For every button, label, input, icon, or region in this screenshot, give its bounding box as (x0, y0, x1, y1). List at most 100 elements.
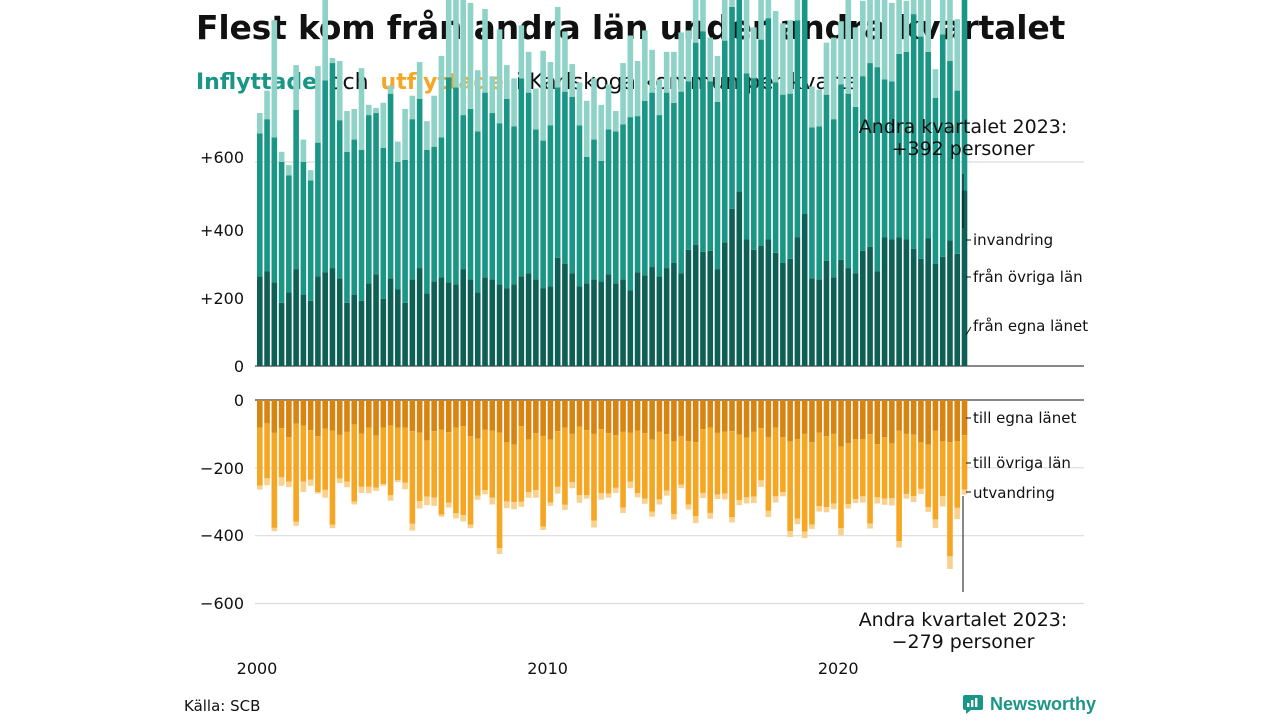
bar-inflow-0-38 (533, 279, 539, 366)
bar-inflow-0-15 (365, 283, 372, 366)
bar-inflow-1-14 (358, 149, 365, 301)
bar-outflow-2-31 (482, 490, 488, 495)
bar-outflow-0-74 (794, 400, 801, 439)
bar-outflow-0-30 (474, 400, 481, 439)
bar-outflow-2-2 (271, 527, 278, 532)
bar-inflow-2-93 (932, 69, 939, 98)
bar-inflow-0-55 (656, 276, 663, 366)
bar-inflow-1-93 (932, 97, 939, 265)
bar-outflow-2-69 (758, 480, 764, 487)
bar-outflow-1-80 (838, 446, 844, 529)
bar-outflow-0-3 (278, 400, 285, 429)
bar-outflow-2-15 (365, 486, 372, 494)
bar-inflow-2-47 (598, 104, 605, 161)
bar-outflow-0-6 (300, 400, 307, 426)
y-tick-top-3: 0 (234, 357, 244, 376)
bar-outflow-1-10 (329, 430, 336, 525)
bar-inflow-0-81 (845, 268, 852, 366)
bar-outflow-0-0 (257, 400, 263, 428)
bar-inflow-2-67 (743, 0, 750, 74)
bar-outflow-1-51 (627, 432, 634, 482)
bar-inflow-0-35 (511, 284, 517, 366)
bar-inflow-0-14 (358, 300, 365, 366)
bar-inflow-1-25 (438, 137, 445, 278)
bar-inflow-0-62 (707, 250, 714, 366)
bar-outflow-1-36 (518, 426, 525, 502)
bar-outflow-0-11 (336, 400, 343, 435)
bar-outflow-1-57 (671, 441, 677, 514)
x-tick-2: 2020 (818, 659, 859, 678)
bar-outflow-2-76 (809, 524, 815, 529)
bar-inflow-1-76 (809, 127, 815, 279)
bar-inflow-0-45 (583, 283, 590, 366)
bar-outflow-0-42 (562, 400, 568, 428)
bar-inflow-1-15 (365, 115, 372, 284)
bar-inflow-1-90 (910, 14, 917, 249)
series-label-till-ovriga-lan: till övriga län (973, 454, 1071, 472)
bar-outflow-2-6 (300, 481, 307, 492)
bar-inflow-0-48 (605, 274, 612, 366)
bar-inflow-1-55 (656, 115, 663, 277)
bar-inflow-0-59 (685, 249, 692, 366)
bar-outflow-2-59 (685, 504, 692, 510)
bar-inflow-0-25 (438, 277, 445, 366)
bar-outflow-2-28 (460, 514, 467, 522)
bar-inflow-2-59 (685, 30, 692, 82)
bar-outflow-1-44 (576, 426, 583, 496)
bar-inflow-1-67 (743, 73, 750, 240)
bar-outflow-1-86 (881, 437, 888, 499)
bar-outflow-0-4 (286, 400, 292, 438)
bar-inflow-0-31 (482, 277, 488, 366)
bar-outflow-2-46 (591, 520, 597, 528)
bar-outflow-2-65 (729, 517, 735, 523)
bar-outflow-0-27 (453, 400, 459, 428)
bar-outflow-1-58 (678, 435, 684, 485)
bar-inflow-1-30 (474, 131, 481, 293)
bar-outflow-0-64 (721, 400, 728, 432)
bar-outflow-2-66 (736, 500, 743, 506)
y-tick-bottom-1: −200 (200, 459, 244, 478)
bar-outflow-1-23 (424, 440, 430, 497)
bar-inflow-1-21 (409, 119, 416, 280)
bar-outflow-1-31 (482, 429, 488, 491)
bar-outflow-0-54 (649, 400, 655, 440)
bar-outflow-2-62 (707, 512, 714, 519)
bar-outflow-0-23 (424, 400, 430, 441)
bar-outflow-1-82 (852, 439, 859, 500)
bar-outflow-2-75 (801, 531, 808, 539)
bar-outflow-0-67 (743, 400, 750, 438)
brand-logo[interactable]: Newsworthy (962, 693, 1096, 715)
bar-outflow-1-11 (336, 434, 343, 479)
bar-outflow-2-40 (547, 502, 554, 506)
bar-inflow-1-41 (554, 87, 561, 258)
bar-inflow-0-54 (649, 267, 655, 366)
bar-inflow-0-88 (896, 237, 902, 366)
bar-outflow-0-76 (809, 400, 815, 443)
bar-inflow-2-81 (845, 0, 852, 94)
bar-inflow-2-13 (351, 108, 358, 140)
bar-inflow-1-81 (845, 93, 852, 269)
bar-inflow-0-94 (939, 256, 946, 366)
bar-inflow-1-34 (504, 98, 510, 289)
bar-inflow-0-12 (344, 302, 350, 366)
bar-inflow-2-22 (416, 62, 423, 99)
bar-inflow-0-44 (576, 286, 583, 366)
bar-inflow-0-27 (453, 284, 459, 366)
bar-outflow-1-75 (801, 433, 808, 532)
bar-inflow-0-83 (860, 250, 866, 366)
bar-outflow-1-91 (918, 442, 924, 489)
bar-inflow-0-75 (801, 214, 808, 366)
bar-inflow-1-27 (453, 87, 459, 285)
bar-outflow-2-58 (678, 484, 684, 489)
bar-inflow-0-32 (489, 279, 496, 366)
bar-outflow-1-64 (721, 431, 728, 494)
bar-inflow-1-63 (714, 101, 721, 270)
bar-outflow-0-29 (467, 400, 474, 437)
bar-inflow-1-92 (925, 51, 931, 239)
annotation-top-line1: Andra kvartalet 2023: (859, 116, 1068, 138)
annotation-bottom-line1: Andra kvartalet 2023: (859, 609, 1068, 631)
bar-outflow-1-6 (300, 425, 307, 482)
bar-outflow-1-94 (939, 441, 946, 497)
bar-outflow-0-96 (954, 400, 961, 442)
bar-inflow-0-34 (504, 288, 510, 366)
